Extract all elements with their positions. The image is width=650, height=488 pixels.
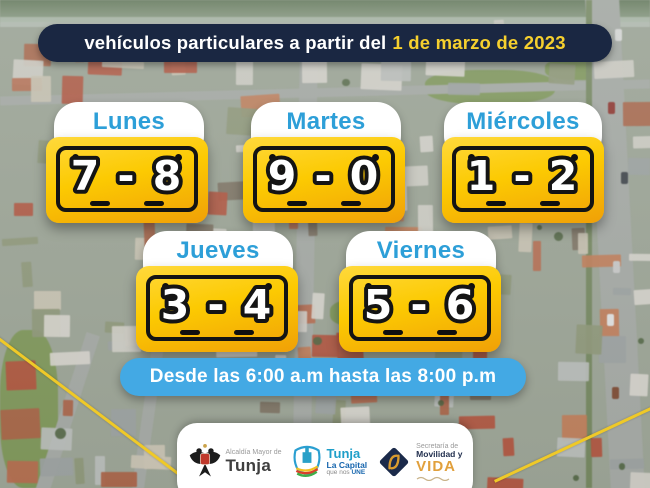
- plate-slot: [437, 330, 457, 335]
- tunja-brand-name: Tunja: [326, 446, 361, 462]
- plate-bolt-icon: [365, 283, 372, 290]
- plate-slot: [486, 201, 506, 206]
- plate-bolt-icon: [162, 283, 169, 290]
- bg-texture: [586, 0, 592, 488]
- bg-texture: [606, 313, 614, 326]
- plate-bolt-icon: [175, 154, 182, 161]
- plate-number: 1 - 2: [463, 150, 582, 204]
- day-label-text: Martes: [286, 108, 366, 135]
- plate-frame: [349, 275, 491, 341]
- bg-texture: [573, 475, 580, 482]
- license-plate-martes: 9 - 0: [243, 137, 405, 223]
- alcaldia-line1: Alcaldía Mayor de: [225, 449, 282, 457]
- movilidad-diamond-icon: [380, 447, 409, 477]
- bg-texture: [537, 224, 543, 230]
- plate-bolt-icon: [265, 283, 272, 290]
- time-restriction-text: Desde las 6:00 a.m hasta las 8:00 p.m: [149, 366, 497, 387]
- svg-text:9 - 0: 9 - 0: [268, 152, 381, 200]
- movilidad-line1: Secretaría de: [416, 442, 459, 450]
- bg-texture: [554, 232, 564, 242]
- bg-texture: [55, 427, 67, 440]
- plate-number: 9 - 0: [264, 150, 383, 204]
- plate-bolt-icon: [372, 154, 379, 161]
- day-label-text: Viernes: [376, 237, 466, 264]
- plate-bolt-icon: [468, 283, 475, 290]
- day-label-text: Miércoles: [466, 108, 580, 135]
- alcaldia-line2: Tunja: [225, 455, 272, 475]
- logo-secretaria-movilidad: Secretaría de Movilidad y VIDA: [376, 443, 462, 481]
- plate-slot: [287, 201, 307, 206]
- bg-texture: [313, 337, 322, 346]
- day-label-martes: Martes: [251, 102, 401, 160]
- license-plate-lunes: 7 - 8: [46, 137, 208, 223]
- plate-bolt-icon: [72, 154, 79, 161]
- bg-texture: [618, 463, 626, 470]
- signature-squiggle-icon: [416, 476, 450, 481]
- date-highlight: 1 de marzo de 2023: [392, 32, 566, 53]
- day-label-text: Jueves: [176, 237, 260, 264]
- day-label-text: Lunes: [92, 108, 166, 135]
- svg-text:7 - 8: 7 - 8: [71, 152, 184, 200]
- title-text: vehículos particulares a partir del: [84, 32, 387, 53]
- license-plate-viernes: 5 - 6: [339, 266, 501, 352]
- bg-texture: [607, 101, 615, 114]
- tunja-tagline2: que nos UNE: [326, 468, 366, 476]
- plate-number: 3 - 4: [157, 279, 276, 333]
- bg-texture: [342, 78, 350, 86]
- plate-number: 7 - 8: [67, 150, 186, 204]
- bg-texture: [614, 28, 622, 41]
- plate-slot: [180, 330, 200, 335]
- bg-texture: [0, 0, 650, 22]
- plate-slot: [540, 201, 560, 206]
- plate-bolt-icon: [269, 154, 276, 161]
- plate-slot: [144, 201, 164, 206]
- plate-slot: [383, 330, 403, 335]
- footer-logo-bar: Alcaldía Mayor de Tunja Tunja La Capital…: [177, 423, 473, 488]
- plate-frame: [452, 146, 594, 212]
- plate-slot: [234, 330, 254, 335]
- svg-text:3 - 4: 3 - 4: [161, 281, 274, 329]
- plate-slot: [90, 201, 110, 206]
- movilidad-line2: Movilidad y: [416, 449, 463, 460]
- tunja-city-emblem-icon: [293, 445, 321, 477]
- plate-frame: [56, 146, 198, 212]
- tunja-tagline1: La Capital: [326, 459, 368, 470]
- svg-text:5 - 6: 5 - 6: [364, 281, 477, 329]
- movilidad-line3: VIDA: [416, 458, 457, 476]
- plate-frame: [146, 275, 288, 341]
- plate-bolt-icon: [571, 154, 578, 161]
- logo-alcaldia-tunja: Alcaldía Mayor de Tunja: [188, 442, 282, 482]
- svg-text:1 - 2: 1 - 2: [467, 152, 580, 200]
- plate-number: 5 - 6: [360, 279, 479, 333]
- plate-frame: [253, 146, 395, 212]
- bg-texture: [437, 400, 444, 407]
- bg-texture: [0, 17, 650, 27]
- bg-texture: [620, 171, 628, 184]
- bg-texture: [611, 386, 619, 399]
- plate-bolt-icon: [468, 154, 475, 161]
- bg-texture: [637, 337, 645, 345]
- coat-of-arms-eagle-icon: [189, 443, 220, 477]
- title-banner: vehículos particulares a partir del 1 de…: [38, 24, 612, 62]
- plate-slot: [341, 201, 361, 206]
- logo-tunja-capital: Tunja La Capital que nos UNE: [291, 443, 368, 481]
- license-plate-jueves: 3 - 4: [136, 266, 298, 352]
- bg-texture: [612, 260, 620, 273]
- time-restriction-banner: Desde las 6:00 a.m hasta las 8:00 p.m: [120, 358, 526, 396]
- license-plate-miercoles: 1 - 2: [442, 137, 604, 223]
